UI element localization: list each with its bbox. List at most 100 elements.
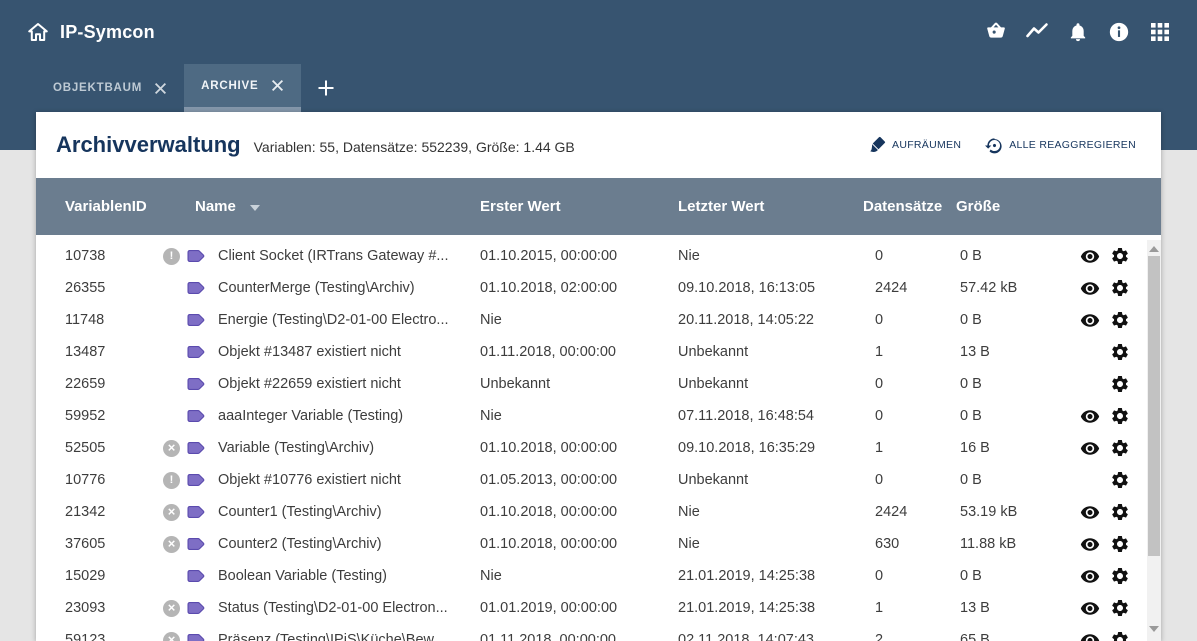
scroll-up-arrow[interactable] <box>1149 246 1159 252</box>
edit-settings-button[interactable] <box>1110 598 1130 618</box>
size-value: 0 B <box>960 408 982 424</box>
column-header-count[interactable]: Datensätze <box>863 198 943 215</box>
scrollbar-thumb[interactable] <box>1148 256 1160 556</box>
table-row[interactable]: 15029 Boolean Variable (Testing) Nie 21.… <box>36 560 1161 592</box>
edit-settings-button[interactable] <box>1110 534 1130 554</box>
page-title: Archivverwaltung <box>56 132 241 157</box>
close-tab-icon[interactable] <box>154 82 167 95</box>
record-count: 0 <box>875 312 884 328</box>
tab-objektbaum[interactable]: OBJEKTBAUM <box>36 64 184 112</box>
store-icon[interactable] <box>984 20 1008 44</box>
status-icon: ! <box>163 247 180 265</box>
edit-settings-button[interactable] <box>1110 342 1130 362</box>
size-value: 16 B <box>960 440 990 456</box>
edit-settings-button[interactable] <box>1110 310 1130 330</box>
table-row[interactable]: 23093 × Status (Testing\D2-01-00 Electro… <box>36 592 1161 624</box>
last-value: Nie <box>678 504 700 520</box>
edit-settings-button[interactable] <box>1110 566 1130 586</box>
edit-settings-button[interactable] <box>1110 438 1130 458</box>
view-data-button[interactable] <box>1080 502 1100 522</box>
table-row[interactable]: 10738 ! Client Socket (IRTrans Gateway #… <box>36 240 1161 272</box>
first-value: 01.10.2015, 00:00:00 <box>480 248 618 264</box>
close-tab-icon[interactable] <box>271 79 284 92</box>
trending-icon[interactable] <box>1025 20 1049 44</box>
edit-settings-button[interactable] <box>1110 502 1130 522</box>
last-value: 02.11.2018, 14:07:43 <box>678 632 814 641</box>
view-data-button[interactable] <box>1080 310 1100 330</box>
column-header-first[interactable]: Erster Wert <box>480 198 561 215</box>
notifications-icon[interactable] <box>1066 20 1090 44</box>
size-value: 13 B <box>960 344 990 360</box>
last-value: 21.01.2019, 14:25:38 <box>678 600 816 616</box>
variable-id: 13487 <box>65 344 106 360</box>
view-data-button[interactable] <box>1080 598 1100 618</box>
first-value: 01.01.2019, 00:00:00 <box>480 600 618 616</box>
last-value: Unbekannt <box>678 344 749 360</box>
archive-summary: Variablen: 55, Datensätze: 552239, Größe… <box>253 139 575 155</box>
table-row[interactable]: 21342 × Counter1 (Testing\Archiv) 01.10.… <box>36 496 1161 528</box>
view-data-button[interactable] <box>1080 630 1100 641</box>
status-icon: × <box>163 535 180 553</box>
view-data-button[interactable] <box>1080 278 1100 298</box>
scroll-down-arrow[interactable] <box>1149 626 1159 632</box>
variable-id: 26355 <box>65 280 106 296</box>
table-row[interactable]: 59952 aaaInteger Variable (Testing) Nie … <box>36 400 1161 432</box>
size-value: 57.42 kB <box>960 280 1018 296</box>
apps-grid-icon[interactable] <box>1148 20 1172 44</box>
info-icon[interactable] <box>1107 20 1131 44</box>
table-row[interactable]: 59123 × Präsenz (Testing\IPiS\Küche\Bew.… <box>36 624 1161 641</box>
record-count: 1 <box>875 600 884 616</box>
brush-icon <box>867 135 887 155</box>
cleanup-button[interactable]: AUFRÄUMEN <box>867 135 961 155</box>
record-count: 0 <box>875 568 884 584</box>
record-count: 2424 <box>875 504 908 520</box>
variable-name: Variable (Testing\Archiv) <box>218 440 375 456</box>
table-row[interactable]: 22659 Objekt #22659 existiert nicht Unbe… <box>36 368 1161 400</box>
view-data-button[interactable] <box>1080 534 1100 554</box>
tab-archive[interactable]: ARCHIVE <box>184 64 301 112</box>
table-row[interactable]: 10776 ! Objekt #10776 existiert nicht 01… <box>36 464 1161 496</box>
status-icon: ! <box>163 471 180 489</box>
table-row[interactable]: 37605 × Counter2 (Testing\Archiv) 01.10.… <box>36 528 1161 560</box>
table-row[interactable]: 13487 Objekt #13487 existiert nicht 01.1… <box>36 336 1161 368</box>
sort-dropdown-icon[interactable] <box>249 204 260 211</box>
table-row[interactable]: 52505 × Variable (Testing\Archiv) 01.10.… <box>36 432 1161 464</box>
column-header-last[interactable]: Letzter Wert <box>678 198 765 215</box>
edit-settings-button[interactable] <box>1110 278 1130 298</box>
view-data-button[interactable] <box>1080 406 1100 426</box>
edit-settings-button[interactable] <box>1110 406 1130 426</box>
size-value: 13 B <box>960 600 990 616</box>
view-data-button[interactable] <box>1080 566 1100 586</box>
column-header-name[interactable]: Name <box>163 198 476 215</box>
first-value: 01.10.2018, 00:00:00 <box>480 440 618 456</box>
new-tab-button[interactable] <box>303 64 349 112</box>
last-value: Nie <box>678 536 700 552</box>
reaggregate-all-button[interactable]: ALLE REAGGREGIEREN <box>985 136 1136 155</box>
view-data-button[interactable] <box>1080 438 1100 458</box>
edit-settings-button[interactable] <box>1110 374 1130 394</box>
record-count: 0 <box>875 408 884 424</box>
table-row[interactable]: 11748 Energie (Testing\D2-01-00 Electro.… <box>36 304 1161 336</box>
last-value: Unbekannt <box>678 376 749 392</box>
column-header-size[interactable]: Größe <box>956 198 1001 215</box>
record-count: 2424 <box>875 280 908 296</box>
edit-settings-button[interactable] <box>1110 470 1130 490</box>
first-value: 01.10.2018, 00:00:00 <box>480 536 618 552</box>
edit-settings-button[interactable] <box>1110 630 1130 641</box>
variable-name: Counter1 (Testing\Archiv) <box>218 504 382 520</box>
first-value: 01.11.2018, 00:00:00 <box>480 632 616 641</box>
scrollbar[interactable] <box>1147 240 1161 641</box>
variable-tag-icon <box>187 568 206 584</box>
variable-id: 10738 <box>65 248 106 264</box>
size-value: 0 B <box>960 568 982 584</box>
table-header: VariablenID Name Erster Wert Letzter Wer… <box>36 178 1161 235</box>
variable-tag-icon <box>187 376 206 392</box>
brand[interactable]: IP-Symcon <box>26 20 155 44</box>
record-count: 2 <box>875 632 884 641</box>
edit-settings-button[interactable] <box>1110 246 1130 266</box>
variable-name: Counter2 (Testing\Archiv) <box>218 536 382 552</box>
variable-name: Client Socket (IRTrans Gateway #... <box>218 248 449 264</box>
column-header-id[interactable]: VariablenID <box>65 198 147 215</box>
table-row[interactable]: 26355 CounterMerge (Testing\Archiv) 01.1… <box>36 272 1161 304</box>
view-data-button[interactable] <box>1080 246 1100 266</box>
